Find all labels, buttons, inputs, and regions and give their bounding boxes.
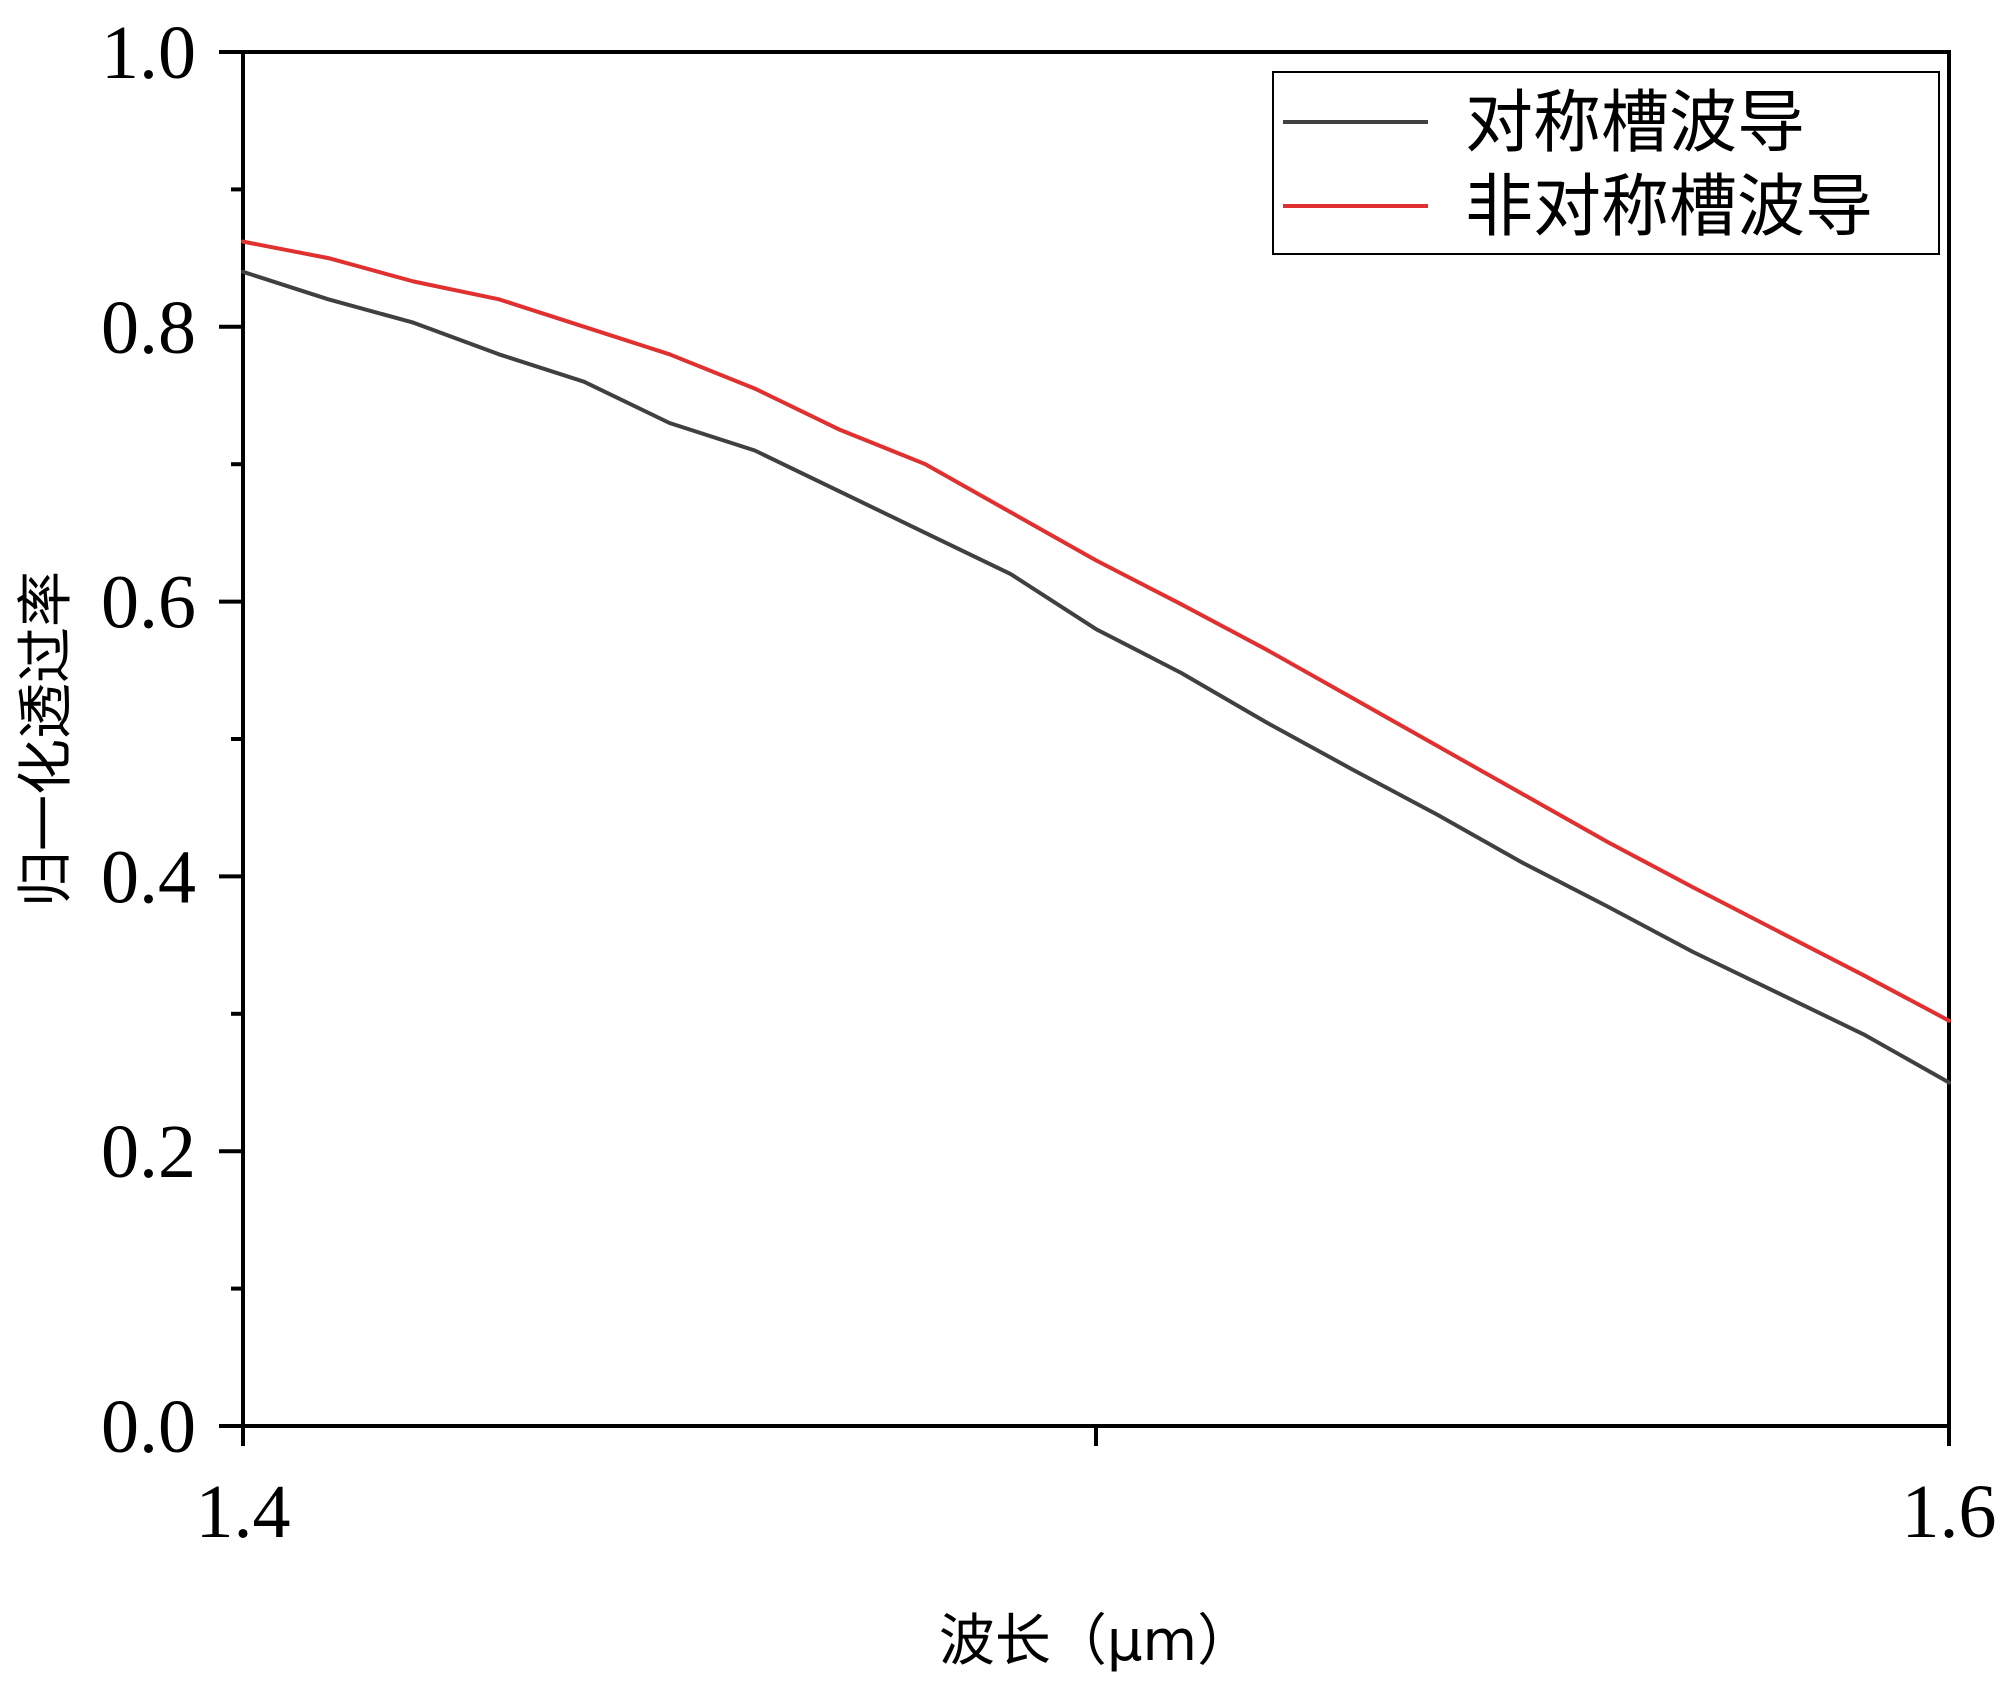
- y-axis: 0.0 0.2 0.4 0.6 0.8 1.0: [101, 11, 243, 1469]
- y-tick-label: 0.4: [101, 835, 196, 919]
- legend-box: [1272, 71, 1940, 255]
- x-tick-label: 1.4: [196, 1470, 291, 1554]
- y-tick-label: 1.0: [101, 11, 196, 95]
- y-tick-label: 0.0: [101, 1385, 196, 1469]
- legend-label-0: 对称槽波导: [1465, 84, 1805, 163]
- x-tick-label: 1.6: [1902, 1470, 1997, 1554]
- series-layer: [241, 239, 1951, 1085]
- y-tick-label: 0.8: [101, 286, 196, 370]
- x-axis: 1.4 1.6: [196, 1426, 1997, 1554]
- series-line-0: [241, 269, 1951, 1085]
- legend-label-1: 非对称槽波导: [1465, 168, 1873, 247]
- plot-frame: [241, 50, 1951, 1428]
- y-axis-label: 归一化透过率: [14, 571, 79, 907]
- y-tick-label: 0.6: [101, 561, 196, 645]
- x-axis-label: 波长（μm）: [939, 1609, 1253, 1674]
- series-line-1: [241, 239, 1951, 1023]
- y-tick-label: 0.2: [101, 1110, 196, 1194]
